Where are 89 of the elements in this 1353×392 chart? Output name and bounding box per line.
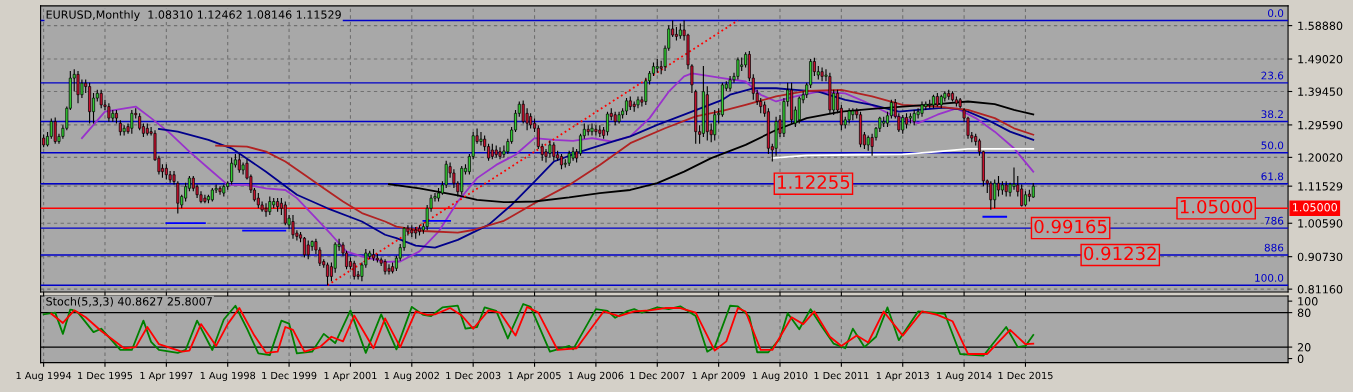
candlestick (901, 114, 905, 135)
y-tick-label: 1.29590 (1298, 120, 1343, 130)
y-tick-label: 1.49020 (1298, 55, 1343, 64)
annotation: 1.05000 (1180, 199, 1253, 214)
x-tick-label: 1 Aug 1994 (16, 371, 72, 382)
y-tick-label: 0 (1297, 354, 1304, 363)
x-tick-label: 1 Aug 2006 (568, 371, 624, 382)
candlestick (594, 124, 598, 136)
candlestick (107, 102, 111, 123)
candlestick (352, 260, 356, 281)
candlestick (989, 180, 993, 211)
candlestick (80, 78, 84, 99)
candlestick (130, 109, 134, 135)
candlestick (122, 124, 126, 136)
candlestick (372, 248, 375, 262)
candlestick (230, 156, 234, 186)
x-tick-label: 1 Dec 1995 (78, 371, 133, 380)
x-tick-label: 1 Aug 2002 (384, 371, 439, 382)
y-tick-label: 0.90730 (1297, 252, 1343, 262)
annotation: 786 (1264, 216, 1284, 225)
annotation: 38.2 (1261, 110, 1283, 119)
y-tick-label: 1.11529 (1298, 182, 1343, 191)
candlestick (859, 111, 862, 148)
candlestick (387, 263, 391, 275)
candlestick (498, 146, 502, 160)
candlestick (76, 70, 80, 104)
candlestick (306, 239, 310, 260)
candlestick (283, 200, 287, 226)
x-tick-label: 1 Apr 1997 (140, 371, 193, 382)
candlestick (302, 236, 306, 259)
annotation: 0.99165 (1034, 219, 1107, 234)
candlestick (713, 109, 717, 142)
annotation: 0.0 (1268, 9, 1284, 18)
x-tick-label: 1 Aug 2010 (753, 371, 808, 382)
y-tick-label: 1.00590 (1298, 219, 1343, 228)
candlestick (479, 131, 483, 147)
x-tick-label: 1 Aug 1998 (200, 371, 256, 382)
candlestick (606, 111, 609, 136)
y-tick-label: 100 (1298, 297, 1318, 306)
candlestick (552, 141, 556, 162)
candlestick (560, 153, 563, 170)
candlestick (579, 133, 583, 157)
candlestick (418, 224, 421, 236)
x-tick-label: 1 Dec 2011 (814, 371, 869, 380)
candlestick (820, 67, 824, 82)
candlestick (1012, 167, 1016, 191)
x-tick-label: 1 Aug 2014 (937, 371, 992, 382)
chart-title: EURUSD,Monthly 1.08310 1.12462 1.08146 1.11529 (46, 10, 341, 21)
candlestick (218, 185, 222, 196)
y-tick-label: 80 (1297, 308, 1311, 317)
line-series (215, 89, 1035, 234)
x-tick-label: 1 Dec 1999 (262, 371, 317, 380)
x-tick-label: 1 Apr 2009 (692, 371, 745, 382)
y-tick-label: 1.20020 (1298, 153, 1343, 162)
ref-line-label: 1.05000 (1293, 203, 1338, 212)
y-tick-label: 1.58880 (1298, 21, 1343, 30)
candlestick (237, 153, 241, 174)
x-tick-label: 1 Apr 2001 (324, 371, 377, 382)
x-tick-label: 1 Dec 2007 (630, 371, 685, 380)
y-tick-label: 1.39450 (1298, 87, 1343, 96)
candlestick (993, 178, 997, 209)
candlestick (590, 122, 594, 136)
candlestick (326, 261, 329, 286)
x-tick-label: 1 Apr 2013 (876, 371, 929, 382)
candlestick (264, 202, 268, 218)
y-tick-label: 0.81160 (1297, 285, 1343, 294)
line-series (771, 148, 1035, 160)
annotation: 0.91232 (1084, 246, 1156, 261)
annotation: 61.8 (1261, 172, 1284, 181)
x-tick-label: 1 Apr 2005 (508, 371, 561, 382)
candlestick (391, 261, 395, 274)
chart-title: Stoch(5,3,3) 40.8627 25.8007 (46, 296, 212, 307)
annotation: 23.6 (1261, 71, 1284, 80)
x-tick-label: 1 Dec 2003 (446, 371, 501, 380)
annotation: 1.12255 (778, 175, 850, 189)
annotation: 886 (1264, 243, 1284, 252)
annotation: 100.0 (1255, 273, 1284, 282)
candlestick (652, 61, 655, 77)
candlestick (460, 165, 464, 196)
candlestick (291, 214, 295, 240)
candlestick (99, 89, 103, 109)
candlestick (997, 175, 1000, 197)
candlestick (736, 56, 740, 81)
x-tick-label: 1 Dec 2015 (998, 371, 1053, 380)
candlestick (905, 112, 908, 130)
annotation: 50.0 (1261, 141, 1284, 150)
y-tick-label: 20 (1297, 343, 1311, 352)
candlestick (53, 116, 57, 145)
candlestick (268, 195, 272, 216)
